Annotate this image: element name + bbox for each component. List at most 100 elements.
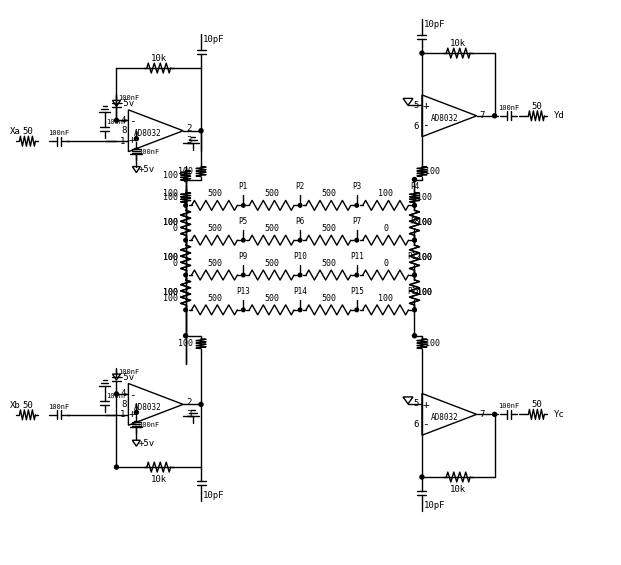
Text: 500: 500 <box>264 224 279 233</box>
Text: 100: 100 <box>163 171 178 180</box>
Text: 7: 7 <box>479 111 485 120</box>
Text: 100nF: 100nF <box>48 130 70 136</box>
Text: 500: 500 <box>321 224 336 233</box>
Text: 100nF: 100nF <box>498 403 519 410</box>
Text: 10pF: 10pF <box>424 20 445 29</box>
Circle shape <box>114 392 119 396</box>
Text: 100: 100 <box>163 288 178 297</box>
Text: 100: 100 <box>378 189 393 198</box>
Text: AD8032: AD8032 <box>134 403 161 412</box>
Text: P16: P16 <box>407 287 422 296</box>
Circle shape <box>412 177 417 181</box>
Text: 100: 100 <box>163 218 178 227</box>
Text: 0: 0 <box>173 224 178 233</box>
Circle shape <box>413 308 416 312</box>
Text: P8: P8 <box>410 218 419 226</box>
Text: P1: P1 <box>238 182 248 192</box>
Text: 100nF: 100nF <box>48 404 70 410</box>
Text: Xb: Xb <box>9 401 20 410</box>
Text: P3: P3 <box>352 182 361 192</box>
Text: +5v: +5v <box>138 438 155 447</box>
Circle shape <box>298 308 302 312</box>
Circle shape <box>298 203 302 207</box>
Text: 500: 500 <box>321 294 336 303</box>
Circle shape <box>242 238 245 242</box>
Text: 100: 100 <box>417 218 432 227</box>
Circle shape <box>114 465 119 469</box>
Text: 500: 500 <box>321 189 336 198</box>
Text: 100: 100 <box>417 288 432 297</box>
Text: 2: 2 <box>186 398 191 407</box>
Text: +5v: +5v <box>138 165 155 174</box>
Circle shape <box>413 238 416 242</box>
Circle shape <box>242 308 245 312</box>
Text: -: - <box>422 120 429 131</box>
Text: 500: 500 <box>207 259 222 268</box>
Circle shape <box>413 238 416 242</box>
Text: 100nF: 100nF <box>138 149 160 155</box>
Text: 10k: 10k <box>450 39 466 48</box>
Text: 8: 8 <box>121 400 127 409</box>
Text: 100: 100 <box>163 288 178 297</box>
Circle shape <box>413 273 416 277</box>
Circle shape <box>184 334 188 338</box>
Text: 50: 50 <box>22 401 33 410</box>
Text: 100: 100 <box>163 294 178 303</box>
Circle shape <box>184 238 188 242</box>
Circle shape <box>114 118 119 122</box>
Text: 100nF: 100nF <box>138 422 160 428</box>
Text: -5v: -5v <box>119 99 135 108</box>
Text: P11: P11 <box>350 252 364 261</box>
Text: 4: 4 <box>120 389 125 398</box>
Text: 0: 0 <box>383 259 388 268</box>
Circle shape <box>413 203 416 207</box>
Text: 10pF: 10pF <box>203 35 225 44</box>
Text: +: + <box>129 409 136 419</box>
Circle shape <box>413 203 416 207</box>
Circle shape <box>298 273 302 277</box>
Circle shape <box>184 203 188 207</box>
Text: 2: 2 <box>186 124 191 133</box>
Text: P9: P9 <box>238 252 248 261</box>
Circle shape <box>355 308 358 312</box>
Circle shape <box>413 273 416 277</box>
Text: 6: 6 <box>414 420 419 429</box>
Text: -: - <box>129 390 136 400</box>
Text: 3: 3 <box>186 410 191 419</box>
Text: 50: 50 <box>531 401 542 410</box>
Text: 100: 100 <box>178 339 193 348</box>
Text: Xa: Xa <box>9 127 20 136</box>
Text: P15: P15 <box>350 287 364 296</box>
Text: 3: 3 <box>186 136 191 145</box>
Text: -: - <box>129 116 136 127</box>
Text: 100nF: 100nF <box>107 393 128 399</box>
Text: 5: 5 <box>414 101 419 110</box>
Text: P5: P5 <box>238 218 248 226</box>
Text: P12: P12 <box>407 252 422 261</box>
Text: 1: 1 <box>120 137 125 146</box>
Polygon shape <box>132 440 140 446</box>
Circle shape <box>492 114 497 118</box>
Text: P4: P4 <box>410 182 419 192</box>
Text: 50: 50 <box>531 102 542 111</box>
Text: P2: P2 <box>296 182 305 192</box>
Text: P13: P13 <box>237 287 250 296</box>
Text: 500: 500 <box>264 259 279 268</box>
Text: AD8032: AD8032 <box>134 129 161 138</box>
Text: +: + <box>129 135 136 145</box>
Circle shape <box>184 273 188 277</box>
Polygon shape <box>112 101 120 106</box>
Circle shape <box>134 410 138 414</box>
Text: 500: 500 <box>207 189 222 198</box>
Polygon shape <box>403 98 413 106</box>
Text: 500: 500 <box>321 259 336 268</box>
Text: AD8032: AD8032 <box>430 114 458 123</box>
Text: P7: P7 <box>352 218 361 226</box>
Circle shape <box>355 203 358 207</box>
Circle shape <box>199 402 203 406</box>
Text: AD8032: AD8032 <box>430 413 458 422</box>
Circle shape <box>420 51 424 55</box>
Text: 100nF: 100nF <box>119 369 140 375</box>
Text: 100: 100 <box>163 189 178 198</box>
Circle shape <box>492 412 497 416</box>
